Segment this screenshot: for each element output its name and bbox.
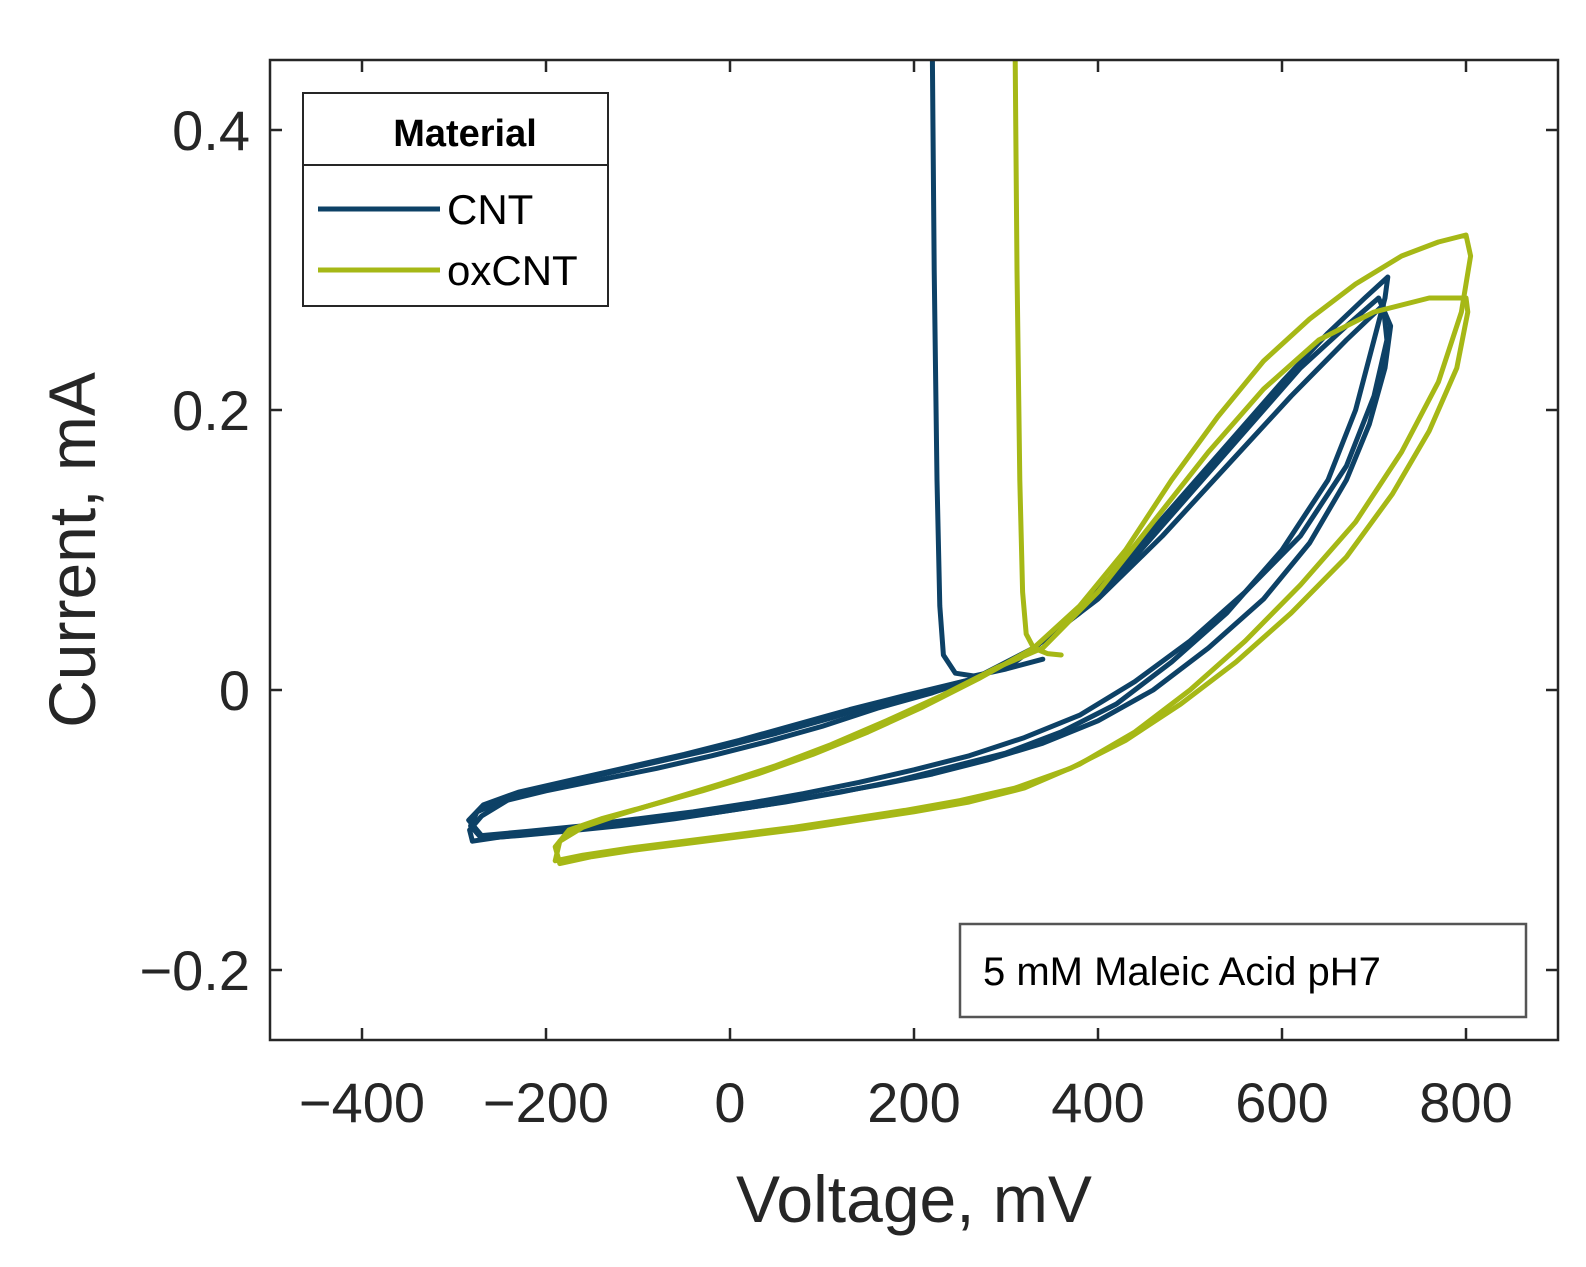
y-tick-label: −0.2 xyxy=(139,939,250,1002)
series-cnt-cycle-3 xyxy=(466,302,1390,839)
x-tick-label: 600 xyxy=(1235,1071,1328,1134)
x-tick-label: 200 xyxy=(867,1071,960,1134)
legend: Material CNT oxCNT xyxy=(302,92,609,307)
x-tick-label: −200 xyxy=(483,1071,609,1134)
annotation-box: 5 mM Maleic Acid pH7 xyxy=(958,922,1528,1019)
series-cnt-cycle-0 xyxy=(929,60,1046,679)
x-tick-label: 800 xyxy=(1419,1071,1512,1134)
series-oxcnt xyxy=(552,60,1474,867)
x-axis-title: Voltage, mV xyxy=(736,1162,1092,1236)
x-tick-label: 400 xyxy=(1051,1071,1144,1134)
y-axis-title: Current, mA xyxy=(35,372,109,728)
legend-label-oxcnt: oxCNT xyxy=(447,247,578,294)
series-layer xyxy=(466,60,1474,867)
y-tick-label: 0 xyxy=(219,659,250,722)
legend-title: Material xyxy=(393,113,537,155)
y-tick-label: 0.2 xyxy=(172,379,250,442)
x-tick-label: −400 xyxy=(299,1071,425,1134)
series-oxcnt-cycle-2 xyxy=(552,295,1471,864)
ticks-layer xyxy=(270,60,1558,1040)
x-tick-label: 0 xyxy=(714,1071,745,1134)
series-oxcnt-cycle-0 xyxy=(1012,60,1064,658)
y-tick-label: 0.4 xyxy=(172,99,250,162)
annotation-text: 5 mM Maleic Acid pH7 xyxy=(983,950,1381,994)
series-cnt-cycle-1 xyxy=(468,274,1391,841)
tick-labels-layer: −400 −200 0 200 400 600 800 −0.2 0 0.2 0.4 xyxy=(139,99,1512,1134)
legend-label-cnt: CNT xyxy=(447,186,533,233)
annotation-frame xyxy=(958,922,1528,1019)
series-cnt-cycle-2 xyxy=(467,295,1394,844)
